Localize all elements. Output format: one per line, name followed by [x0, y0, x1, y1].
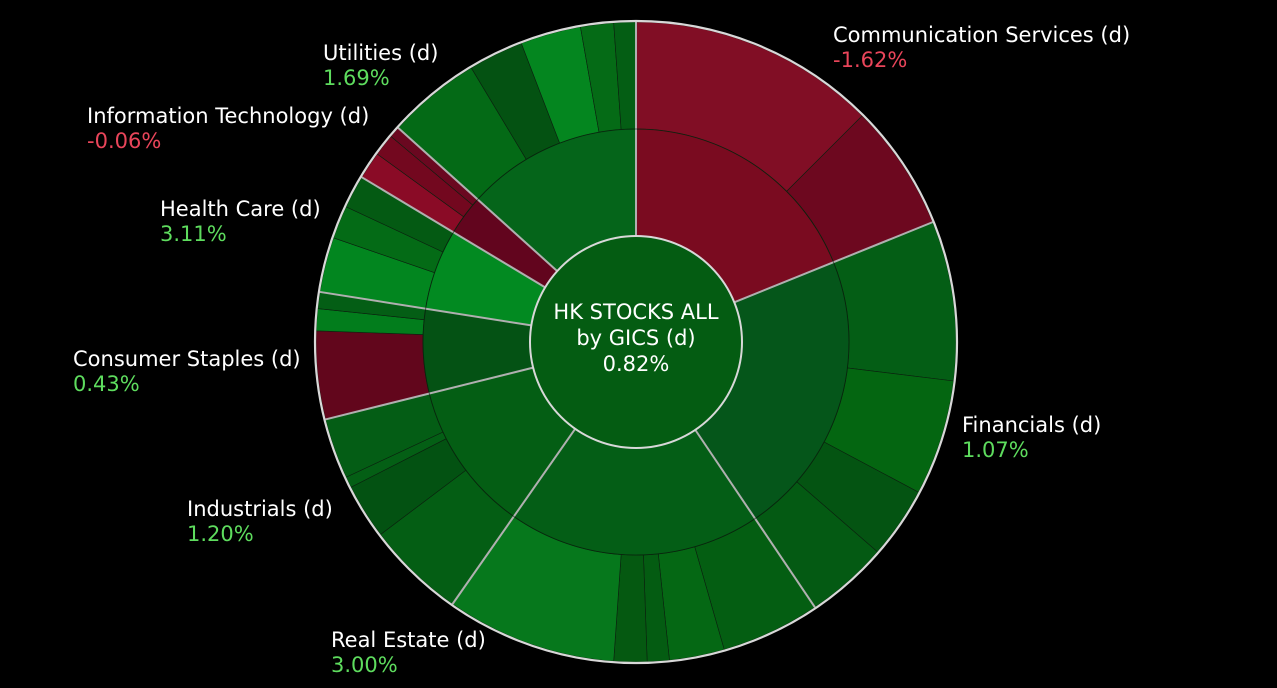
sector-change: 1.20%: [187, 522, 254, 546]
label-utilities[interactable]: Utilities (d) 1.69%: [323, 41, 438, 91]
sector-change: 1.69%: [323, 66, 390, 90]
center-disc[interactable]: [529, 235, 743, 449]
sector-change: 3.00%: [331, 653, 398, 677]
center-subtitle: by GICS (d): [576, 326, 696, 350]
sector-name: Industrials (d): [187, 497, 333, 521]
center-label: HK STOCKS ALL by GICS (d) 0.82%: [536, 299, 736, 377]
sector-name: Communication Services (d): [833, 23, 1131, 47]
label-consumer-staples[interactable]: Consumer Staples (d) 0.43%: [73, 347, 301, 397]
sector-change: 3.11%: [160, 222, 227, 246]
sector-name: Consumer Staples (d): [73, 347, 301, 371]
label-real-estate[interactable]: Real Estate (d) 3.00%: [331, 628, 486, 678]
outer-ring: [315, 21, 957, 663]
sector-change: -0.06%: [87, 129, 162, 153]
sector-name: Real Estate (d): [331, 628, 486, 652]
label-information-technology[interactable]: Information Technology (d) -0.06%: [87, 104, 369, 154]
sector-name: Utilities (d): [323, 41, 439, 65]
sector-name: Information Technology (d): [87, 104, 370, 128]
center-title: HK STOCKS ALL: [553, 300, 719, 324]
label-health-care[interactable]: Health Care (d) 3.11%: [160, 197, 321, 247]
center-value: 0.82%: [602, 352, 670, 376]
sector-change: 1.07%: [962, 438, 1029, 462]
sector-change: -1.62%: [833, 48, 908, 72]
sector-name: Health Care (d): [160, 197, 321, 221]
label-communication-services[interactable]: Communication Services (d) -1.62%: [833, 23, 1130, 73]
inner-ring-line: [422, 128, 850, 556]
sector-name: Financials (d): [962, 413, 1102, 437]
label-financials[interactable]: Financials (d) 1.07%: [962, 413, 1101, 463]
sector-change: 0.43%: [73, 372, 140, 396]
outer-border: [313, 19, 959, 665]
label-industrials[interactable]: Industrials (d) 1.20%: [187, 497, 333, 547]
ring-lines: [313, 19, 959, 665]
